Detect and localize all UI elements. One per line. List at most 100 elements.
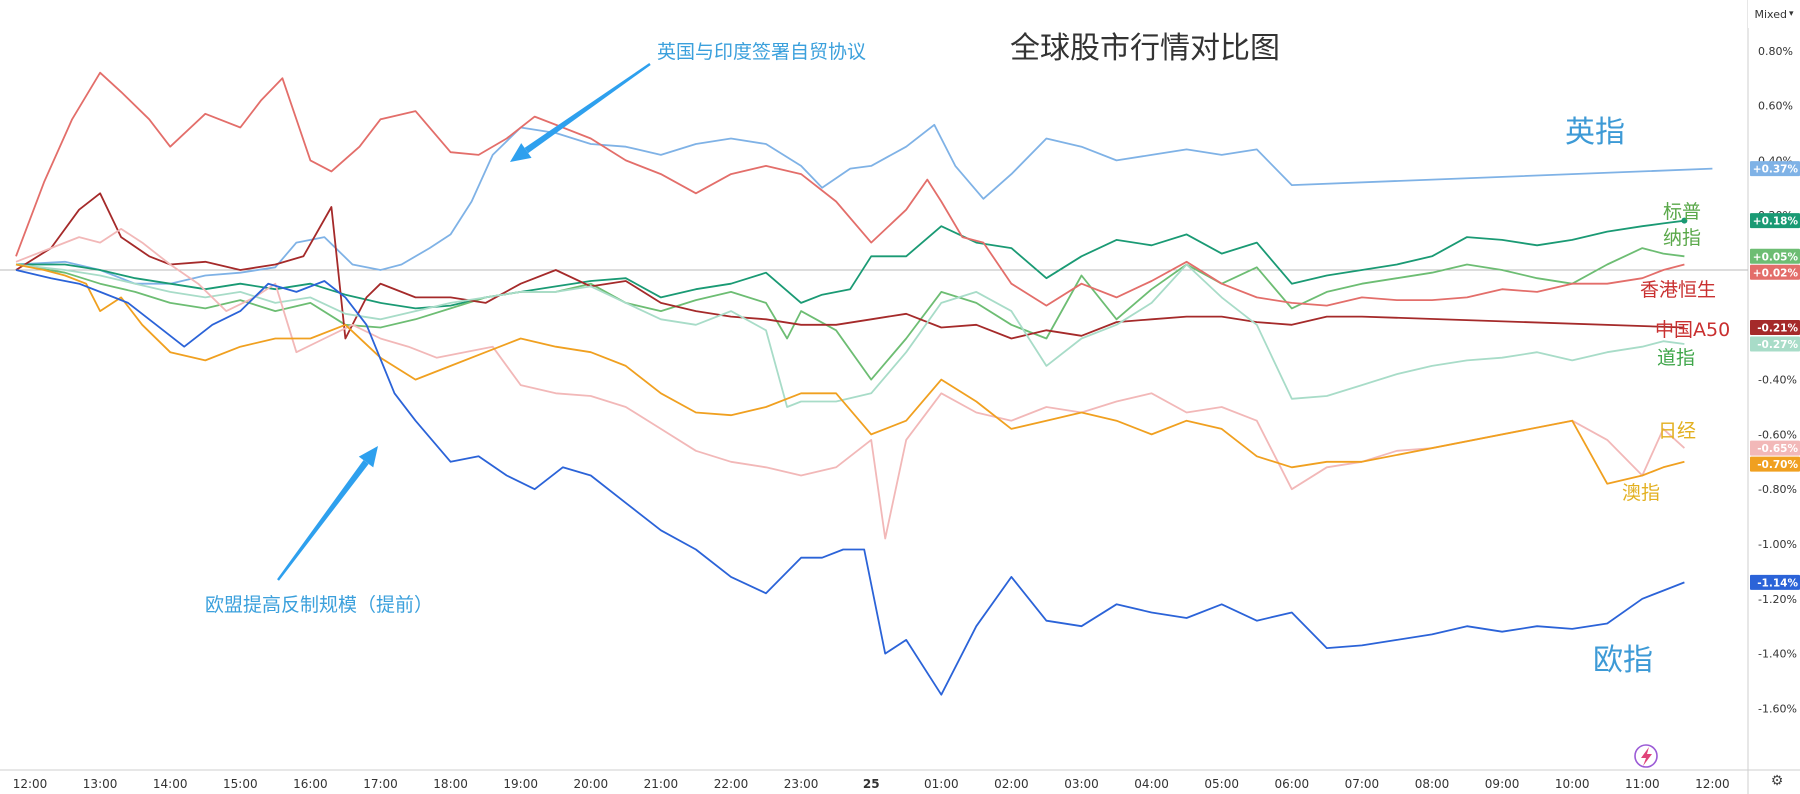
value-badge-bg (1750, 440, 1800, 456)
series-label: 澳指 (1622, 482, 1660, 504)
chart-title: 全球股市行情对比图 (1010, 31, 1280, 66)
x-tick-label: 01:00 (924, 777, 959, 791)
y-tick-label: -0.60% (1758, 428, 1797, 441)
scale-mode-dropdown[interactable]: Mixed ▾ (1748, 0, 1800, 28)
arrow-head (358, 446, 378, 468)
x-tick-label: 19:00 (503, 777, 538, 791)
x-tick-label: 12:00 (13, 777, 48, 791)
x-tick-label: 17:00 (363, 777, 398, 791)
value-badge-text: +0.18% (1753, 216, 1799, 228)
x-tick-label: 08:00 (1415, 777, 1450, 791)
series-label: 标普 (1663, 201, 1701, 223)
x-tick-labels: 12:00 13:00 14:00 15:00 16:00 17:00 18:00 19:00… (13, 777, 1730, 791)
value-badge-bg (1750, 336, 1800, 352)
value-badge-bg (1750, 320, 1800, 336)
value-badge-text: -1.14% (1757, 577, 1798, 589)
x-tick-label: 02:00 (994, 777, 1029, 791)
logo-bolt (1641, 747, 1652, 766)
x-tick-label: 05:00 (1204, 777, 1239, 791)
x-tick-label: 09:00 (1485, 777, 1520, 791)
scale-mode-label: Mixed (1754, 7, 1787, 21)
value-badge: -0.70% (1750, 456, 1800, 472)
y-tick-label: -1.20% (1758, 593, 1797, 606)
series-line (15, 192, 1685, 340)
x-tick-label: 15:00 (223, 777, 258, 791)
x-tick-label: 12:00 (1695, 777, 1730, 791)
value-badge-bg (1750, 264, 1800, 280)
value-badge-text: -0.70% (1757, 459, 1798, 471)
arrow-shaft (524, 63, 651, 154)
series-label: 纳指 (1663, 227, 1701, 249)
x-tick-label: 21:00 (644, 777, 679, 791)
series-label: 欧指 (1593, 643, 1653, 678)
value-badge-bg (1750, 248, 1800, 264)
series-line (15, 263, 1685, 408)
value-badge: -0.21% (1750, 320, 1800, 336)
value-badge-text: -0.27% (1757, 339, 1798, 351)
value-badge: +0.05% (1750, 248, 1800, 264)
series-end-dot (1681, 217, 1688, 224)
x-tick-label: 14:00 (153, 777, 188, 791)
value-badge-text: +0.05% (1753, 251, 1799, 263)
x-tick-label: 22:00 (714, 777, 749, 791)
value-badge-text: +0.37% (1753, 164, 1799, 176)
x-tick-label: 04:00 (1134, 777, 1169, 791)
x-tick-label: 25 (863, 777, 880, 791)
x-tick-label: 18:00 (433, 777, 468, 791)
y-tick-label: -0.40% (1758, 374, 1797, 387)
logo-ring (1634, 744, 1658, 768)
annotation-text: 英国与印度签署自贸协议 (657, 41, 866, 63)
value-badge-text: -0.65% (1757, 443, 1798, 455)
y-tick-label: -0.80% (1758, 483, 1797, 496)
value-badge: +0.18% (1750, 213, 1800, 229)
x-tick-label: 13:00 (83, 777, 118, 791)
series-line (16, 219, 1685, 310)
chevron-down-icon: ▾ (1788, 9, 1794, 19)
value-badge-text: -0.21% (1757, 323, 1798, 335)
annotation-text: 欧盟提高反制规模（提前） (205, 594, 433, 616)
value-badge-bg (1750, 161, 1800, 177)
series-label: 道指 (1657, 347, 1695, 369)
value-badge: +0.37% (1750, 161, 1800, 177)
x-tick-label: 03:00 (1064, 777, 1099, 791)
gear-icon[interactable]: ⚙ (1770, 773, 1784, 789)
arrow-head (510, 143, 532, 162)
value-badge-bg (1750, 574, 1800, 590)
series-line (15, 123, 1713, 285)
y-tick-label: -1.00% (1758, 538, 1797, 551)
series-label: 日经 (1658, 420, 1696, 442)
series-line (15, 247, 1685, 381)
value-badge-text: +0.02% (1753, 267, 1799, 279)
x-tick-label: 06:00 (1275, 777, 1310, 791)
value-badge-bg (1750, 213, 1800, 229)
x-tick-label: 07:00 (1345, 777, 1380, 791)
y-tick-label: -1.40% (1758, 648, 1797, 661)
x-tick-label: 10:00 (1555, 777, 1590, 791)
series-lines (15, 71, 1713, 696)
lightning-logo-icon (1634, 744, 1658, 768)
series-label: 中国A50 (1655, 319, 1730, 341)
value-badge-bg (1750, 456, 1800, 472)
arrow-shaft (277, 460, 369, 581)
y-tick-labels: 0.80%0.60%0.40%0.20%-0.20%-0.40%-0.60%-0… (1758, 45, 1797, 716)
annotation-arrow (510, 63, 651, 162)
value-badge: +0.02% (1750, 264, 1800, 280)
series-line (15, 269, 1685, 696)
x-tick-label: 11:00 (1625, 777, 1660, 791)
value-badge: -1.14% (1750, 574, 1800, 590)
value-badge: -0.27% (1750, 336, 1800, 352)
series-line (15, 263, 1685, 485)
value-badges: +0.37% +0.18% +0.05% +0.02% -0.21% -0.27% -0.6… (1750, 161, 1800, 590)
x-tick-label: 23:00 (784, 777, 819, 791)
series-label: 香港恒生 (1640, 279, 1716, 301)
x-tick-label: 20:00 (574, 777, 609, 791)
y-tick-label: 0.80% (1758, 45, 1793, 58)
series-label: 英指 (1565, 115, 1625, 150)
y-tick-label: 0.60% (1758, 100, 1793, 113)
series-line (15, 71, 1685, 307)
